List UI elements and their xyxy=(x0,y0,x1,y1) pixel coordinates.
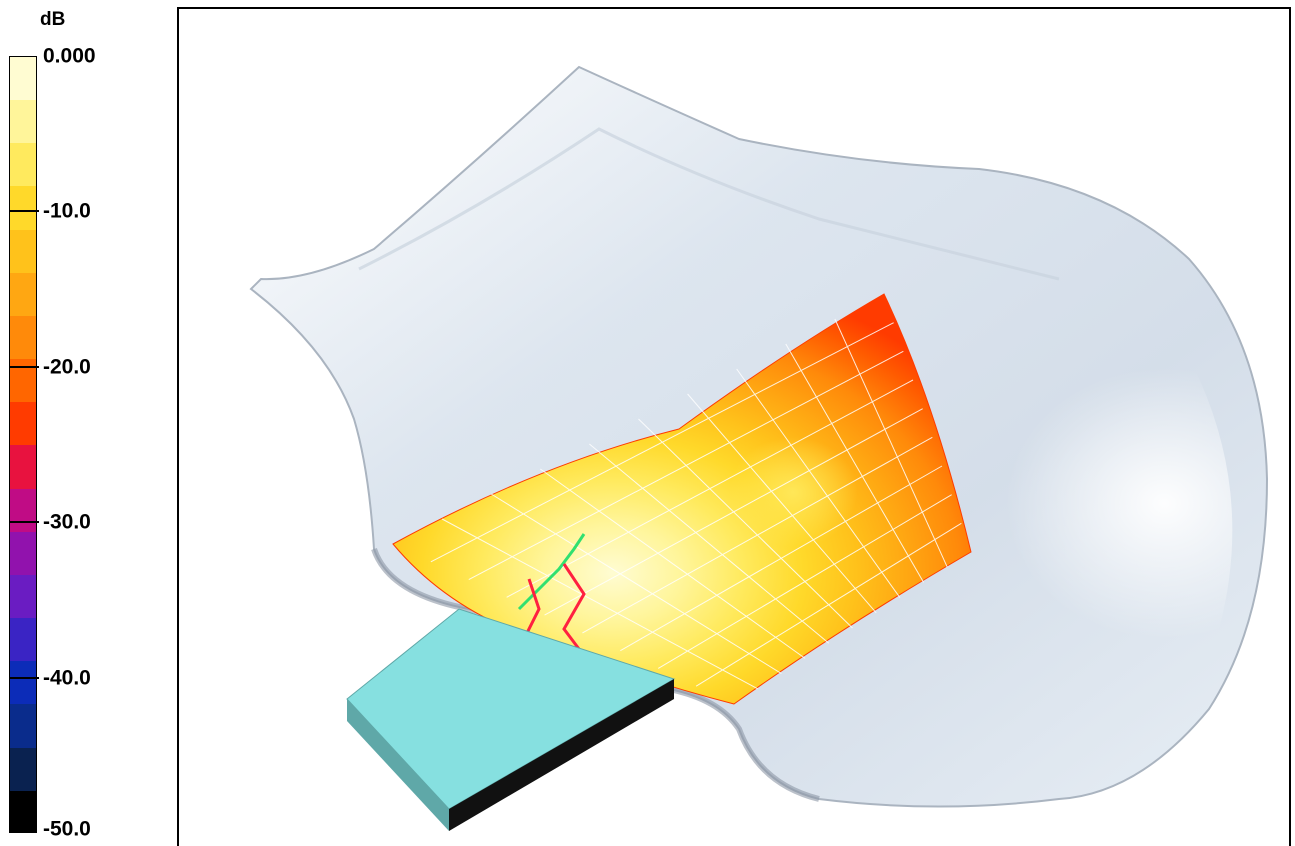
mesh-grid-line xyxy=(506,379,914,598)
colorbar-swatch xyxy=(10,57,36,101)
head-shell-ridge xyxy=(358,127,1060,281)
head-model-scene xyxy=(249,65,1269,831)
mesh-grid-line xyxy=(490,493,782,675)
mesh-grid-line xyxy=(582,436,933,634)
mesh-grid-line xyxy=(468,350,904,580)
mesh-grid-line xyxy=(834,318,948,568)
colorbar-tick-label: -20.0 xyxy=(43,355,91,379)
3d-viewport[interactable] xyxy=(177,7,1291,846)
colorbar xyxy=(9,56,37,833)
colorbar-swatch xyxy=(10,143,36,187)
colorbar-swatch xyxy=(10,704,36,748)
probe-trace-green xyxy=(517,533,586,611)
mesh-grid-line xyxy=(430,322,894,563)
colorbar-swatch xyxy=(10,229,36,273)
colorbar-tick-label: -40.0 xyxy=(43,666,91,690)
mesh-grid-line xyxy=(544,408,923,616)
colorbar-tick-label: -10.0 xyxy=(43,199,91,223)
colorbar-swatch xyxy=(10,747,36,791)
colorbar-swatch xyxy=(10,488,36,532)
colorbar-swatch xyxy=(10,186,36,230)
colorbar-swatch xyxy=(10,531,36,575)
mesh-grid xyxy=(430,318,962,690)
mesh-grid-line xyxy=(620,465,943,652)
mesh-grid-line xyxy=(441,518,758,690)
colorbar-tick-mark xyxy=(9,365,39,368)
colorbar-tick-label: -30.0 xyxy=(43,510,91,534)
colorbar-swatch xyxy=(10,272,36,316)
sar-heat-core xyxy=(679,421,863,579)
colorbar-swatch xyxy=(10,790,36,832)
mesh-grid-line xyxy=(540,468,806,659)
colorbar-tick-mark xyxy=(9,521,39,524)
colorbar-tick-label: 0.000 xyxy=(43,44,96,68)
colorbar-swatch xyxy=(10,315,36,360)
antenna-block-bottom xyxy=(449,679,674,831)
mesh-grid-line xyxy=(657,494,952,669)
colorbar-swatch xyxy=(10,618,36,662)
mesh-grid-line xyxy=(736,368,901,598)
legend-unit-label: dB xyxy=(40,9,66,30)
colorbar-legend: dB 0.000 -10.0 -20.0 -30.0 -40.0 -50.0 xyxy=(0,0,170,846)
mesh-grid-line xyxy=(687,393,877,614)
colorbar-swatch xyxy=(10,445,36,489)
colorbar-swatch xyxy=(10,100,36,144)
colorbar-swatch xyxy=(10,574,36,619)
mesh-grid-line xyxy=(638,418,853,629)
mesh-grid-line xyxy=(695,522,962,687)
colorbar-tick-mark xyxy=(9,210,39,213)
colorbar-swatch xyxy=(10,661,36,705)
mesh-grid-line xyxy=(785,343,925,583)
colorbar-tick-label: -50.0 xyxy=(43,817,91,841)
mesh-grid-line xyxy=(589,443,830,644)
colorbar-tick-mark xyxy=(9,676,39,679)
antenna-block-side xyxy=(347,699,449,831)
colorbar-swatch xyxy=(10,402,36,446)
antenna-block xyxy=(346,608,676,831)
